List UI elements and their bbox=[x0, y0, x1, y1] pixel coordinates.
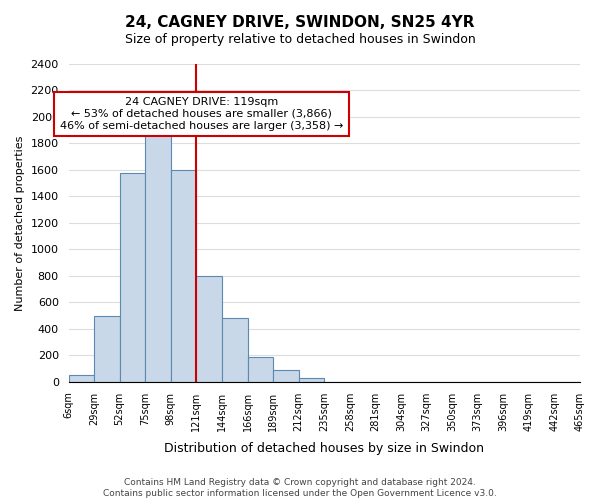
Bar bbox=[196, 276, 222, 382]
Text: Contains HM Land Registry data © Crown copyright and database right 2024.
Contai: Contains HM Land Registry data © Crown c… bbox=[103, 478, 497, 498]
Y-axis label: Number of detached properties: Number of detached properties bbox=[15, 135, 25, 310]
Bar bbox=[119, 172, 145, 382]
Bar bbox=[299, 378, 324, 382]
Bar bbox=[273, 370, 299, 382]
Bar bbox=[222, 318, 248, 382]
Text: Size of property relative to detached houses in Swindon: Size of property relative to detached ho… bbox=[125, 32, 475, 46]
Text: 24 CAGNEY DRIVE: 119sqm
← 53% of detached houses are smaller (3,866)
46% of semi: 24 CAGNEY DRIVE: 119sqm ← 53% of detache… bbox=[60, 98, 343, 130]
Bar bbox=[94, 316, 119, 382]
Bar bbox=[68, 375, 94, 382]
Text: 24, CAGNEY DRIVE, SWINDON, SN25 4YR: 24, CAGNEY DRIVE, SWINDON, SN25 4YR bbox=[125, 15, 475, 30]
X-axis label: Distribution of detached houses by size in Swindon: Distribution of detached houses by size … bbox=[164, 442, 484, 455]
Bar bbox=[171, 170, 196, 382]
Bar bbox=[248, 356, 273, 382]
Bar bbox=[145, 122, 171, 382]
